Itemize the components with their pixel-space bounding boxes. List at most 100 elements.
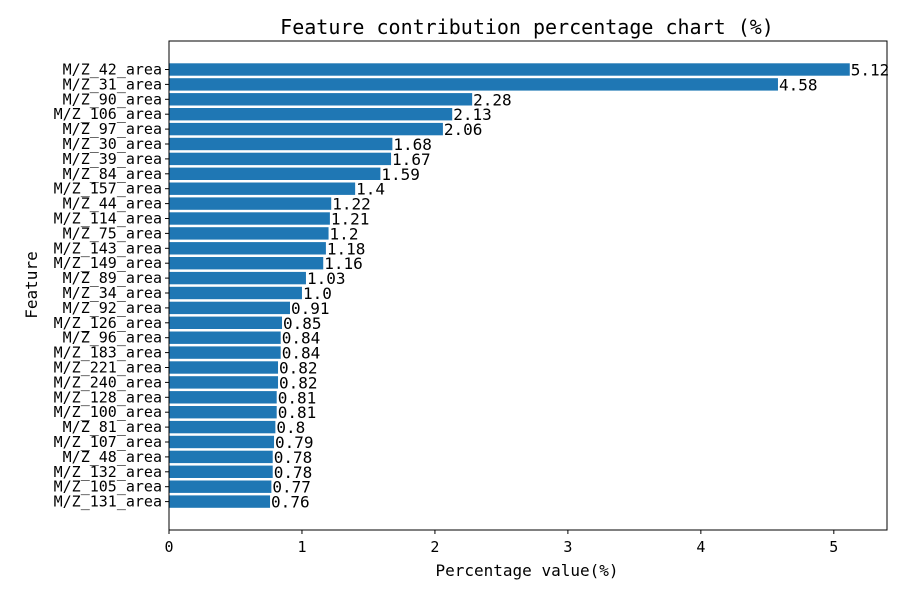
y-tick-label-22: M/Z_128_area [54,388,162,406]
value-label-15: 1.0 [303,284,332,303]
y-tick-label-1: M/Z_31_area [63,75,162,93]
y-tick-label-18: M/Z_96_area [63,329,162,347]
bar-23 [169,406,277,419]
value-label-12: 1.18 [327,239,366,258]
chart-title: Feature contribution percentage chart (%… [280,15,774,39]
value-label-23: 0.81 [278,403,317,422]
bar-5 [169,137,393,151]
bar-25 [169,435,275,449]
y-tick-label-0: M/Z_42_area [63,61,162,79]
bar-10 [169,212,330,225]
y-axis-label: Feature [22,251,41,318]
y-tick-label-11: M/Z_75_area [63,224,162,242]
value-label-11: 1.2 [330,224,359,243]
y-tick-label-21: M/Z_240_area [54,373,162,391]
y-tick-label-23: M/Z_100_area [54,403,162,421]
y-tick-label-20: M/Z_221_area [54,359,162,377]
value-label-6: 1.67 [392,150,431,169]
bar-17 [169,316,283,329]
y-tick-label-6: M/Z_39_area [63,150,162,168]
bar-29 [169,495,271,508]
value-label-16: 0.91 [291,299,330,318]
bar-4 [169,122,443,136]
y-tick-label-15: M/Z_34_area [63,284,162,302]
value-label-27: 0.78 [274,463,313,482]
y-tick-label-27: M/Z_132_area [54,463,162,481]
y-tick-label-4: M/Z_97_area [63,120,162,138]
value-label-7: 1.59 [381,165,420,184]
bar-16 [169,301,290,315]
bar-1 [169,78,778,91]
value-label-10: 1.21 [331,210,370,229]
value-label-4: 2.06 [444,120,483,139]
bar-2 [169,93,473,106]
y-tick-label-16: M/Z_92_area [63,299,162,317]
bar-13 [169,257,324,270]
y-tick-label-7: M/Z_84_area [63,165,162,183]
value-label-28: 0.77 [272,478,311,497]
bar-3 [169,108,453,121]
y-tick-label-25: M/Z_107_area [54,433,162,451]
y-tick-label-9: M/Z_44_area [63,195,162,213]
x-tick-label-0: 0 [164,538,173,556]
y-tick-label-28: M/Z_105_area [54,478,162,496]
value-label-0: 5.12 [851,61,890,80]
bar-18 [169,331,281,344]
x-tick-label-5: 5 [829,538,838,556]
value-label-2: 2.28 [473,90,512,109]
value-label-18: 0.84 [282,329,321,348]
y-tick-label-8: M/Z_157_area [54,180,162,198]
bar-6 [169,152,392,166]
y-tick-label-26: M/Z_48_area [63,448,162,466]
y-tick-label-24: M/Z_81_area [63,418,162,436]
bar-21 [169,376,279,389]
bar-20 [169,361,279,374]
y-tick-label-19: M/Z_183_area [54,344,162,362]
bar-15 [169,286,302,300]
bar-0 [169,63,850,76]
value-label-13: 1.16 [324,254,363,273]
value-label-22: 0.81 [278,388,317,407]
bar-26 [169,450,273,464]
value-label-9: 1.22 [332,195,371,214]
y-tick-label-5: M/Z_30_area [63,135,162,153]
bar-22 [169,391,277,404]
y-tick-label-2: M/Z_90_area [63,90,162,108]
bar-27 [169,465,273,478]
plot-frame [168,40,888,531]
bar-7 [169,167,381,180]
x-tick-label-2: 2 [430,538,439,556]
value-label-24: 0.8 [276,418,305,437]
value-label-21: 0.82 [279,373,318,392]
value-label-3: 2.13 [453,105,492,124]
value-label-20: 0.82 [279,359,318,378]
x-tick-label-1: 1 [297,538,306,556]
bar-19 [169,346,281,359]
value-label-5: 1.68 [393,135,432,154]
x-axis-label: Percentage value(%) [435,561,618,580]
x-axis-ticks: 0 1 2 3 4 5 [164,530,838,556]
value-label-1: 4.58 [779,75,818,94]
value-label-17: 0.85 [283,314,322,333]
value-label-26: 0.78 [274,448,313,467]
bars-group [169,63,850,508]
x-tick-label-3: 3 [563,538,572,556]
value-label-25: 0.79 [275,433,314,452]
bar-8 [169,182,356,195]
value-labels-group: 5.124.582.282.132.061.681.671.591.41.221… [271,61,889,512]
bar-14 [169,271,306,285]
y-tick-label-14: M/Z_89_area [63,269,162,287]
bar-28 [169,480,272,493]
bar-24 [169,420,276,434]
y-tick-label-17: M/Z_126_area [54,314,162,332]
y-axis-ticks: M/Z_42_areaM/Z_31_areaM/Z_90_areaM/Z_106… [54,61,169,511]
y-tick-label-13: M/Z_149_area [54,254,162,272]
y-tick-label-29: M/Z_131_area [54,493,162,511]
bar-9 [169,197,332,210]
bar-12 [169,242,326,255]
x-tick-label-4: 4 [696,538,705,556]
y-tick-label-12: M/Z_143_area [54,239,162,257]
value-label-14: 1.03 [307,269,346,288]
value-label-29: 0.76 [271,493,310,512]
